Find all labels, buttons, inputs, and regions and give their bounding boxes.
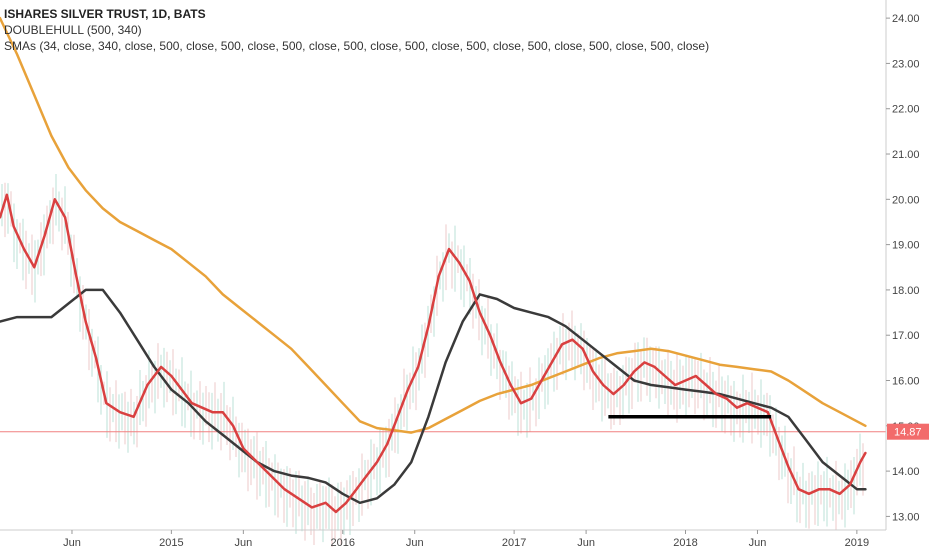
series-line-2 [0, 288, 867, 505]
x-tick-label: Jun [63, 537, 81, 549]
x-tick-label: 2018 [673, 537, 697, 549]
x-tick-label: 2016 [331, 537, 355, 549]
price-bars [1, 173, 864, 547]
y-tick-label: 20.00 [892, 194, 920, 206]
y-tick-label: 18.00 [892, 285, 920, 297]
chart-title: ISHARES SILVER TRUST, 1D, BATS [4, 7, 206, 21]
last-price-tag [887, 423, 929, 440]
x-tick-label: Jun [749, 537, 767, 549]
last-price-label: 14.87 [894, 427, 922, 439]
y-tick-label: 14.00 [892, 466, 920, 478]
y-tick-label: 17.00 [892, 330, 920, 342]
legend: ISHARES SILVER TRUST, 1D, BATS DOUBLEHUL… [4, 6, 709, 54]
x-tick-label: 2019 [845, 537, 869, 549]
x-tick-label: Jun [577, 537, 595, 549]
y-tick-label: 21.00 [892, 149, 920, 161]
y-tick-label: 16.00 [892, 376, 920, 388]
x-axis: Jun 2015 Jun 2016 Jun 2017 Jun 2018 Jun 2019 [0, 529, 886, 549]
y-tick-label: 22.00 [892, 104, 920, 116]
x-tick-label: Jun [234, 537, 252, 549]
y-tick-label: 24.00 [892, 13, 920, 25]
series-line-1 [0, 16, 867, 434]
y-tick-label: 23.00 [892, 58, 920, 70]
y-tick-label: 19.00 [892, 240, 920, 252]
series-line-3 [0, 193, 867, 514]
doublehull-indicator-label[interactable]: DOUBLEHULL (500, 340) [4, 23, 142, 37]
x-tick-label: 2015 [159, 537, 183, 549]
x-tick-label: 2017 [502, 537, 526, 549]
sma-indicator-label[interactable]: SMAs (34, close, 340, close, 500, close,… [4, 39, 710, 53]
x-tick-label: Jun [406, 537, 424, 549]
y-axis: 13.0014.0015.0016.0017.0018.0019.0020.00… [885, 0, 929, 530]
y-tick-label: 13.00 [892, 511, 920, 523]
series-group [0, 16, 867, 514]
